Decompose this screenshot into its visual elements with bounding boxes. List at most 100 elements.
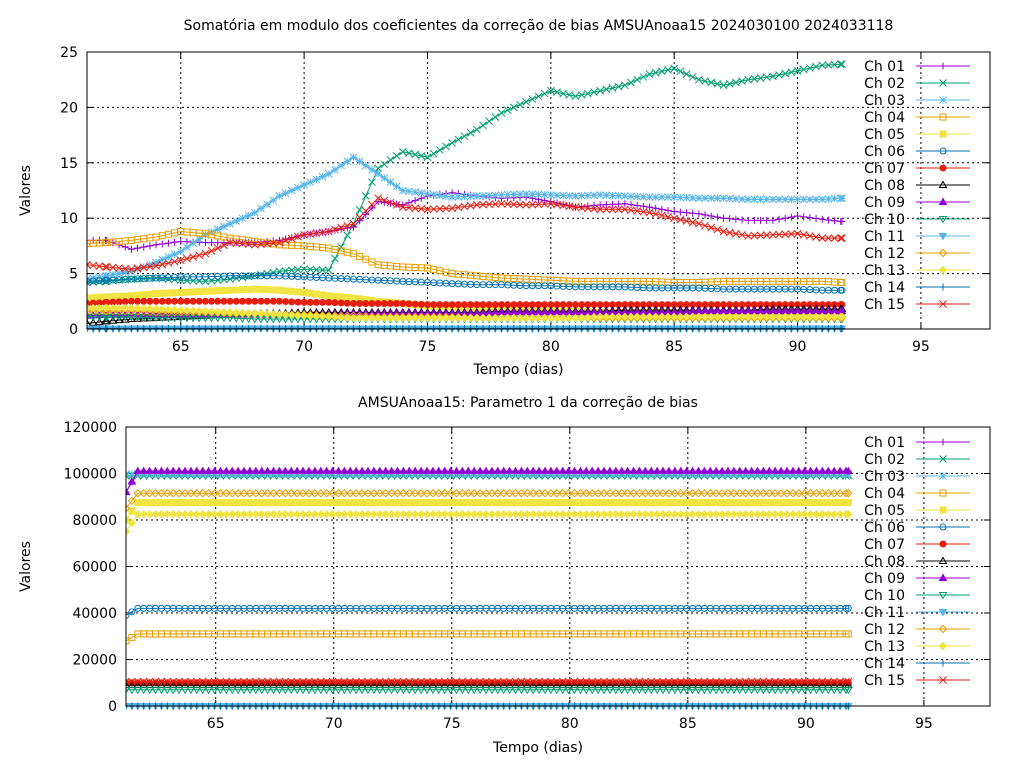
data-point bbox=[633, 324, 641, 332]
data-point bbox=[571, 203, 580, 211]
data-point bbox=[376, 499, 384, 507]
data-point bbox=[134, 291, 142, 299]
data-point bbox=[750, 312, 759, 322]
data-point bbox=[356, 324, 364, 332]
data-point bbox=[535, 499, 543, 507]
data-point bbox=[319, 291, 327, 299]
data-point bbox=[759, 686, 768, 695]
data-point bbox=[629, 677, 638, 686]
data-point bbox=[558, 686, 568, 695]
y-tick-label: 20 bbox=[60, 100, 78, 116]
data-point bbox=[448, 301, 456, 309]
data-point bbox=[246, 677, 254, 686]
data-point bbox=[393, 686, 402, 695]
data-point bbox=[133, 686, 143, 695]
data-point bbox=[126, 527, 131, 536]
data-point bbox=[565, 499, 573, 507]
data-point bbox=[476, 677, 484, 686]
data-point bbox=[331, 254, 339, 263]
data-point bbox=[787, 195, 796, 204]
data-point bbox=[171, 297, 179, 305]
data-point bbox=[659, 499, 667, 507]
data-point bbox=[578, 203, 586, 211]
data-point bbox=[479, 121, 487, 130]
data-point bbox=[553, 191, 561, 200]
data-point bbox=[211, 499, 219, 507]
data-point bbox=[617, 686, 627, 695]
data-point bbox=[818, 312, 827, 322]
data-point bbox=[522, 466, 532, 475]
data-point bbox=[633, 192, 642, 201]
data-point bbox=[275, 238, 284, 247]
data-point bbox=[706, 509, 715, 519]
data-point bbox=[581, 686, 591, 695]
data-point bbox=[831, 324, 839, 332]
data-point bbox=[511, 509, 520, 519]
data-point bbox=[707, 194, 716, 203]
data-point bbox=[806, 324, 814, 332]
legend-marker bbox=[939, 283, 947, 291]
legend-marker bbox=[938, 573, 948, 581]
data-point bbox=[127, 477, 137, 485]
data-point bbox=[134, 324, 142, 332]
data-point bbox=[343, 299, 351, 307]
data-point bbox=[584, 301, 592, 309]
data-point bbox=[705, 686, 715, 695]
data-point bbox=[233, 509, 243, 519]
legend-label: Ch 15 bbox=[864, 297, 905, 313]
data-point bbox=[528, 200, 537, 209]
data-point bbox=[623, 489, 632, 498]
data-point bbox=[87, 318, 92, 327]
data-point bbox=[605, 509, 615, 519]
data-point bbox=[564, 509, 573, 519]
data-point bbox=[325, 292, 333, 300]
data-point bbox=[701, 77, 709, 85]
data-point bbox=[349, 153, 358, 162]
data-point bbox=[572, 301, 580, 309]
data-point bbox=[127, 267, 136, 276]
data-point bbox=[732, 215, 740, 223]
data-point bbox=[375, 677, 384, 686]
data-point bbox=[747, 466, 756, 475]
legend-item: Ch 04 bbox=[864, 486, 970, 502]
data-point bbox=[823, 466, 833, 475]
data-point bbox=[639, 73, 648, 81]
data-point bbox=[405, 509, 414, 519]
data-point bbox=[559, 499, 567, 507]
data-point bbox=[614, 205, 623, 214]
data-point bbox=[775, 195, 783, 204]
data-point bbox=[831, 217, 839, 225]
data-point bbox=[505, 509, 514, 519]
data-point bbox=[596, 86, 605, 95]
legend-marker bbox=[938, 641, 948, 651]
data-point bbox=[429, 205, 438, 213]
data-point bbox=[608, 312, 617, 322]
data-point bbox=[404, 686, 414, 695]
data-point bbox=[664, 466, 674, 475]
data-point bbox=[658, 205, 666, 213]
data-point bbox=[765, 677, 774, 686]
data-point bbox=[452, 509, 461, 519]
data-point bbox=[469, 509, 479, 519]
data-point bbox=[399, 509, 408, 519]
data-point bbox=[764, 466, 774, 475]
series-line bbox=[87, 63, 843, 283]
data-point bbox=[195, 251, 204, 260]
data-point bbox=[87, 324, 91, 332]
data-point bbox=[559, 191, 568, 200]
data-point bbox=[387, 686, 396, 695]
data-point bbox=[464, 499, 472, 507]
data-point bbox=[339, 686, 349, 695]
data-point bbox=[463, 686, 473, 695]
legend-marker bbox=[938, 556, 948, 564]
data-point bbox=[292, 489, 302, 498]
data-point bbox=[695, 75, 703, 84]
data-point bbox=[435, 204, 444, 213]
data-point bbox=[830, 499, 838, 507]
data-point bbox=[617, 509, 626, 519]
data-point bbox=[305, 499, 313, 507]
data-point bbox=[738, 324, 746, 332]
data-point bbox=[187, 499, 195, 507]
data-point bbox=[775, 324, 783, 332]
axes: 65 70 75 80 85 90 9502000040000600008000010000… bbox=[64, 420, 990, 732]
